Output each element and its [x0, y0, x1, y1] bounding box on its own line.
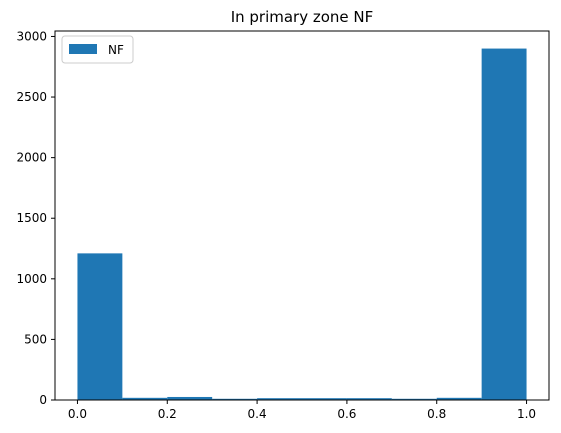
legend: NF — [61, 35, 134, 64]
axes: 0.0 0.2 0.4 0.6 0.8 1.0 0 500 1000 1500 2000 2500 30… — [16, 29, 550, 421]
histogram-bar — [481, 48, 527, 400]
chart-title: In primary zone NF — [231, 8, 374, 26]
histogram-bar — [212, 398, 258, 400]
histogram-bar — [257, 398, 302, 400]
histogram-bar — [346, 398, 392, 400]
legend-swatch — [69, 44, 97, 54]
y-tick-label: 1000 — [16, 272, 47, 286]
histogram-bar — [436, 397, 482, 400]
y-tick-label: 1500 — [16, 211, 47, 225]
x-tick-label: 0.2 — [158, 407, 177, 421]
y-tick-label: 0 — [39, 393, 47, 407]
legend-frame — [61, 35, 134, 64]
x-tick-label: 0.0 — [68, 407, 87, 421]
histogram-bar — [391, 398, 437, 400]
histogram-bar — [167, 396, 213, 400]
x-tick-label: 0.4 — [248, 407, 267, 421]
x-tick-label: 1.0 — [517, 407, 536, 421]
histogram-bar — [122, 397, 168, 400]
y-tick-label: 2500 — [16, 90, 47, 104]
legend-label: NF — [108, 43, 124, 57]
plot-frame — [54, 30, 550, 401]
y-tick-label: 500 — [24, 332, 47, 346]
y-tick-label: 2000 — [16, 151, 47, 165]
x-tick-label: 0.6 — [337, 407, 356, 421]
histogram-bar — [302, 398, 347, 400]
y-tick-label: 3000 — [16, 29, 47, 43]
histogram-bars — [77, 48, 527, 400]
x-tick-label: 0.8 — [427, 407, 446, 421]
histogram-bar — [77, 253, 123, 400]
